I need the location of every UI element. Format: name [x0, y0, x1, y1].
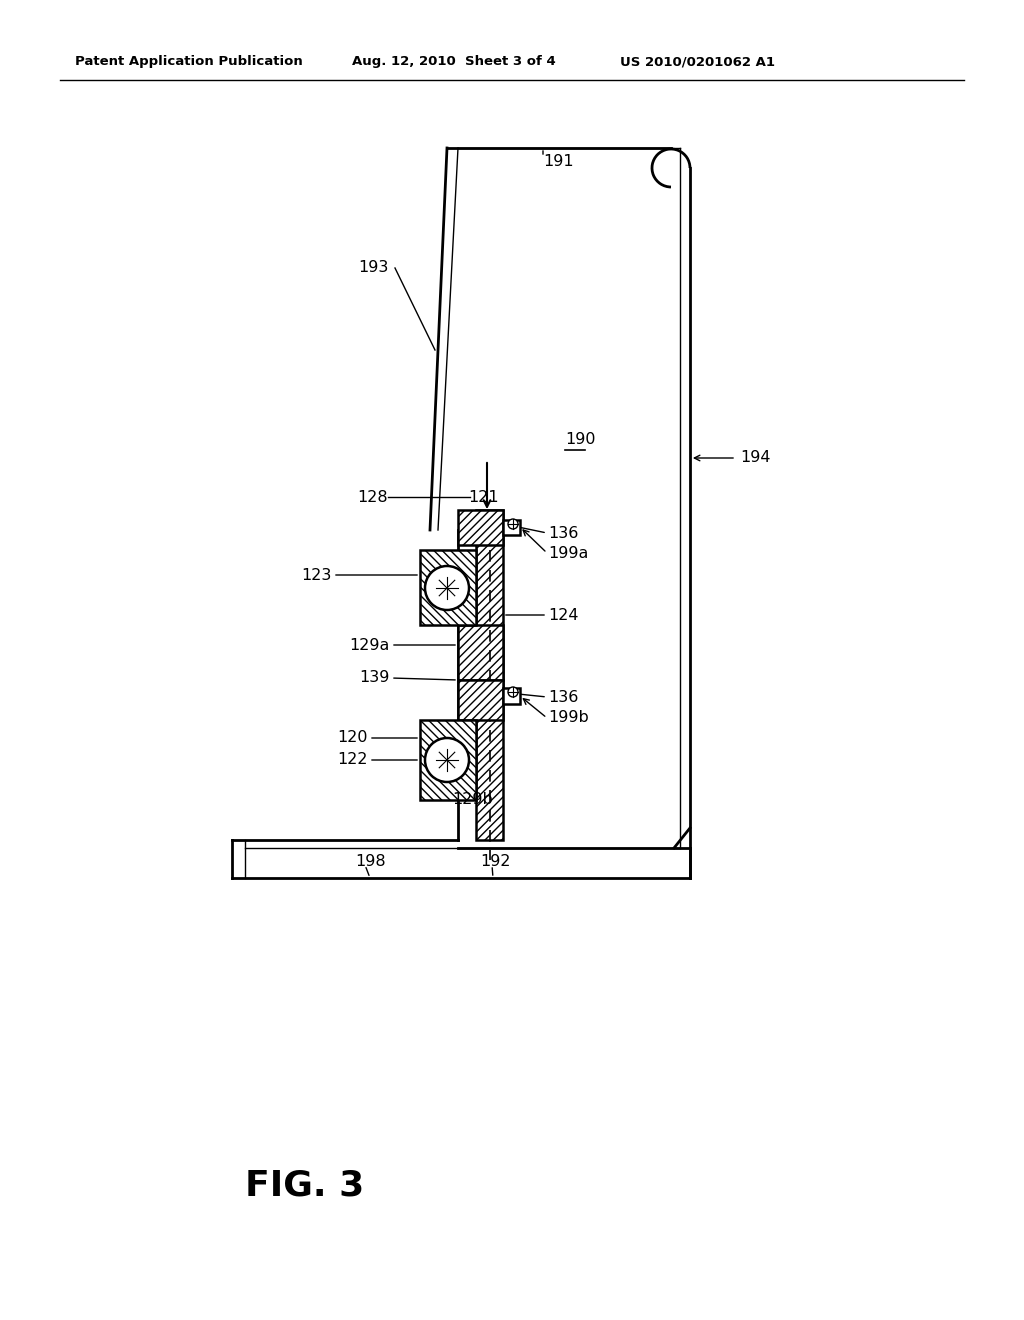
- Text: US 2010/0201062 A1: US 2010/0201062 A1: [620, 55, 775, 69]
- Text: 128: 128: [357, 490, 388, 504]
- Text: 129b: 129b: [452, 792, 493, 808]
- Circle shape: [425, 566, 469, 610]
- Bar: [476, 510, 503, 840]
- Bar: [458, 510, 503, 545]
- Text: 123: 123: [302, 568, 332, 582]
- Text: 199b: 199b: [548, 710, 589, 726]
- Text: 136: 136: [548, 689, 579, 705]
- Text: 136: 136: [548, 525, 579, 540]
- Text: FIG. 3: FIG. 3: [246, 1168, 365, 1203]
- Bar: [420, 550, 476, 624]
- Circle shape: [425, 738, 469, 781]
- Bar: [458, 680, 503, 719]
- Bar: [458, 680, 503, 719]
- Text: 198: 198: [355, 854, 386, 870]
- Bar: [503, 520, 520, 535]
- Bar: [458, 624, 503, 680]
- Text: 190: 190: [565, 433, 596, 447]
- Circle shape: [508, 686, 518, 697]
- PathPatch shape: [430, 148, 690, 847]
- Text: 120: 120: [338, 730, 368, 746]
- Bar: [420, 719, 476, 800]
- Text: 192: 192: [480, 854, 511, 870]
- Text: 194: 194: [740, 450, 770, 466]
- Bar: [503, 688, 520, 704]
- Text: 121: 121: [468, 491, 499, 506]
- Bar: [420, 550, 476, 624]
- Bar: [458, 510, 503, 545]
- Bar: [420, 719, 476, 800]
- Text: 199a: 199a: [548, 545, 589, 561]
- Text: 191: 191: [543, 154, 573, 169]
- Text: 122: 122: [338, 752, 368, 767]
- Bar: [458, 624, 503, 680]
- Text: 124: 124: [548, 607, 579, 623]
- Bar: [476, 510, 503, 840]
- Text: 129a: 129a: [349, 638, 390, 652]
- Text: Patent Application Publication: Patent Application Publication: [75, 55, 303, 69]
- Circle shape: [508, 519, 518, 529]
- Text: Aug. 12, 2010  Sheet 3 of 4: Aug. 12, 2010 Sheet 3 of 4: [352, 55, 556, 69]
- PathPatch shape: [232, 840, 690, 878]
- Text: 193: 193: [358, 260, 388, 276]
- Text: 139: 139: [359, 671, 390, 685]
